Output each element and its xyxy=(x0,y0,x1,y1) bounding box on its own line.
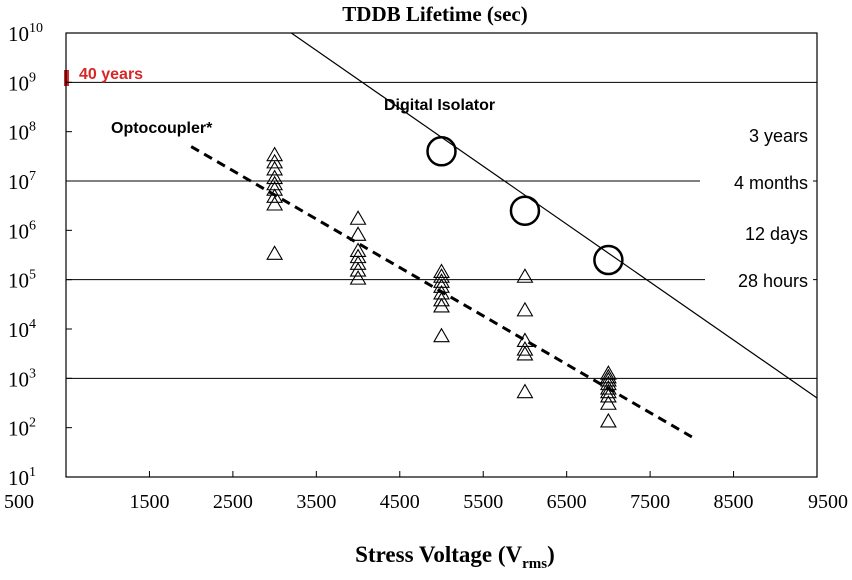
optocoupler-point xyxy=(266,195,284,211)
x-axis-label-subscript: rms xyxy=(522,556,547,572)
forty-years-label: 40 years xyxy=(79,66,143,83)
y-tick-label: 104 xyxy=(8,317,36,342)
optocoupler-point xyxy=(433,297,450,313)
period-labels: 3 years 4 months 12 days 28 hours xyxy=(700,120,813,293)
x-tick-label: 6500 xyxy=(547,491,587,513)
digital-isolator-point xyxy=(509,195,541,226)
digital-isolator-point xyxy=(426,136,457,167)
optocoupler-point xyxy=(433,273,450,288)
y-tick-label: 101 xyxy=(8,465,36,490)
optocoupler-point xyxy=(433,263,450,279)
y-tick-label: 1010 xyxy=(8,21,43,46)
optocoupler-point xyxy=(599,387,617,403)
optocoupler-point xyxy=(349,261,367,277)
optocoupler-point xyxy=(433,291,450,307)
optocoupler-point xyxy=(599,371,617,387)
y-tick-label: 107 xyxy=(8,169,36,194)
optocoupler-point xyxy=(599,368,617,384)
digital-isolator-point xyxy=(593,244,624,276)
digital-isolator-fit-line xyxy=(290,33,817,399)
x-tick-label: 2500 xyxy=(213,491,253,513)
label-3-years: 3 years xyxy=(749,126,808,146)
x-axis-label: Stress Voltage (Vrms) xyxy=(355,542,555,572)
x-axis-ticks: 500 1500 2500 3500 4500 5500 6500 7500 8500 9500 xyxy=(4,471,848,513)
y-tick-label: 103 xyxy=(8,366,36,391)
optocoupler-point xyxy=(516,383,534,399)
chart-title: TDDB Lifetime (sec) xyxy=(342,2,527,26)
optocoupler-label: Optocoupler* xyxy=(111,120,213,137)
optocoupler-point xyxy=(266,169,284,185)
optocoupler-point xyxy=(516,341,534,356)
grid-lines xyxy=(66,81,817,379)
y-tick-label: 109 xyxy=(8,70,36,95)
label-12-days: 12 days xyxy=(745,224,808,244)
optocoupler-point xyxy=(349,270,367,285)
label-28-hours: 28 hours xyxy=(738,271,808,291)
y-tick-label: 108 xyxy=(8,120,36,145)
optocoupler-point xyxy=(433,327,450,343)
x-tick-label: 4500 xyxy=(380,491,420,513)
optocoupler-point xyxy=(266,181,284,196)
y-axis-ticks: 101 102 103 104 105 106 107 108 109 1010 xyxy=(8,21,72,490)
optocoupler-point xyxy=(516,345,534,361)
x-tick-label: 9500 xyxy=(808,491,848,513)
optocoupler-point xyxy=(349,210,367,225)
x-tick-label: 3500 xyxy=(296,491,336,513)
optocoupler-point xyxy=(266,245,284,260)
x-tick-label: 8500 xyxy=(714,491,754,513)
optocoupler-point xyxy=(433,268,450,283)
y-tick-label: 106 xyxy=(8,218,36,243)
optocoupler-point xyxy=(516,268,534,283)
optocoupler-point xyxy=(349,226,367,241)
data-markers xyxy=(266,136,624,428)
optocoupler-point xyxy=(266,146,284,162)
y-tick-label: 102 xyxy=(8,416,36,441)
optocoupler-point xyxy=(599,412,617,428)
x-tick-label: 7500 xyxy=(630,491,670,513)
optocoupler-point xyxy=(266,153,284,169)
digital-isolator-label: Digital Isolator xyxy=(384,97,495,114)
optocoupler-point xyxy=(599,379,617,395)
optocoupler-point xyxy=(516,301,534,317)
optocoupler-point xyxy=(349,255,367,270)
x-tick-label: 1500 xyxy=(129,491,169,513)
x-tick-label: 500 xyxy=(4,491,34,513)
optocoupler-point xyxy=(599,365,617,380)
optocoupler-point xyxy=(266,188,284,203)
label-4-months: 4 months xyxy=(734,173,808,193)
plot-frame xyxy=(65,32,818,478)
x-tick-label: 5500 xyxy=(463,491,503,513)
optocoupler-point xyxy=(599,395,617,410)
optocoupler-point xyxy=(599,383,617,399)
optocoupler-point xyxy=(266,160,284,176)
y-tick-label: 105 xyxy=(8,268,36,293)
